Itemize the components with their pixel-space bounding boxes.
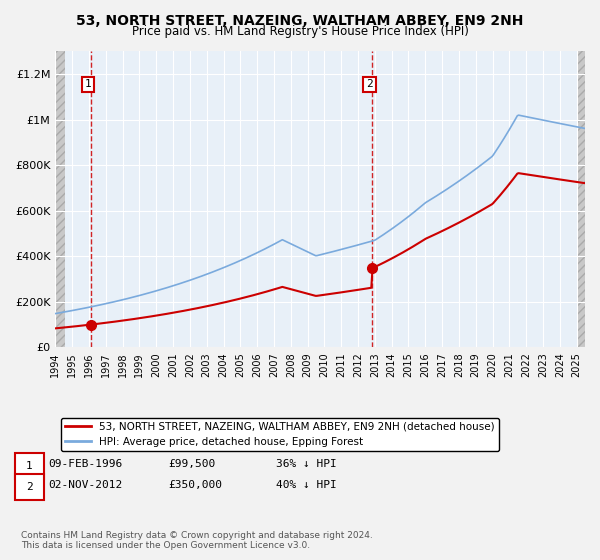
Bar: [577, 52, 587, 347]
Text: Contains HM Land Registry data © Crown copyright and database right 2024.
This d: Contains HM Land Registry data © Crown c…: [21, 531, 373, 550]
Text: £99,500: £99,500: [168, 459, 215, 469]
Text: 1: 1: [26, 461, 33, 471]
Text: 2: 2: [26, 482, 33, 492]
Bar: [55, 52, 65, 347]
Legend: 53, NORTH STREET, NAZEING, WALTHAM ABBEY, EN9 2NH (detached house), HPI: Average: 53, NORTH STREET, NAZEING, WALTHAM ABBEY…: [61, 418, 499, 451]
Text: 53, NORTH STREET, NAZEING, WALTHAM ABBEY, EN9 2NH: 53, NORTH STREET, NAZEING, WALTHAM ABBEY…: [76, 14, 524, 28]
Text: 1: 1: [85, 80, 92, 90]
Text: £350,000: £350,000: [168, 480, 222, 490]
Bar: [55, 52, 65, 347]
Text: 40% ↓ HPI: 40% ↓ HPI: [276, 480, 337, 490]
Text: 36% ↓ HPI: 36% ↓ HPI: [276, 459, 337, 469]
Text: 2: 2: [366, 80, 373, 90]
Bar: [577, 52, 587, 347]
Text: Price paid vs. HM Land Registry's House Price Index (HPI): Price paid vs. HM Land Registry's House …: [131, 25, 469, 38]
Text: 09-FEB-1996: 09-FEB-1996: [48, 459, 122, 469]
Text: 02-NOV-2012: 02-NOV-2012: [48, 480, 122, 490]
